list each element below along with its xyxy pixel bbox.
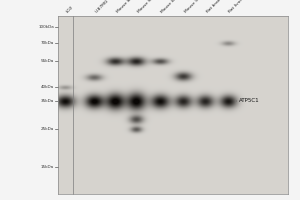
Text: ATP5C1: ATP5C1 (236, 98, 260, 104)
Text: 35kDa: 35kDa (41, 99, 54, 103)
Text: Rat brain: Rat brain (206, 0, 222, 14)
Text: Rat liver: Rat liver (228, 0, 244, 14)
Text: Mouse brain: Mouse brain (116, 0, 137, 14)
Text: Mouse liver: Mouse liver (184, 0, 204, 14)
Text: 15kDa: 15kDa (41, 165, 54, 169)
Text: Mouse kidney: Mouse kidney (160, 0, 185, 14)
Text: LO2: LO2 (65, 5, 74, 14)
Text: 25kDa: 25kDa (41, 127, 54, 131)
Text: Mouse heart: Mouse heart (136, 0, 158, 14)
Text: 55kDa: 55kDa (41, 59, 54, 63)
Text: U-87MG: U-87MG (94, 0, 110, 14)
Text: 70kDa: 70kDa (41, 41, 54, 45)
Text: 40kDa: 40kDa (41, 85, 54, 89)
Text: 100kDa: 100kDa (38, 25, 54, 29)
